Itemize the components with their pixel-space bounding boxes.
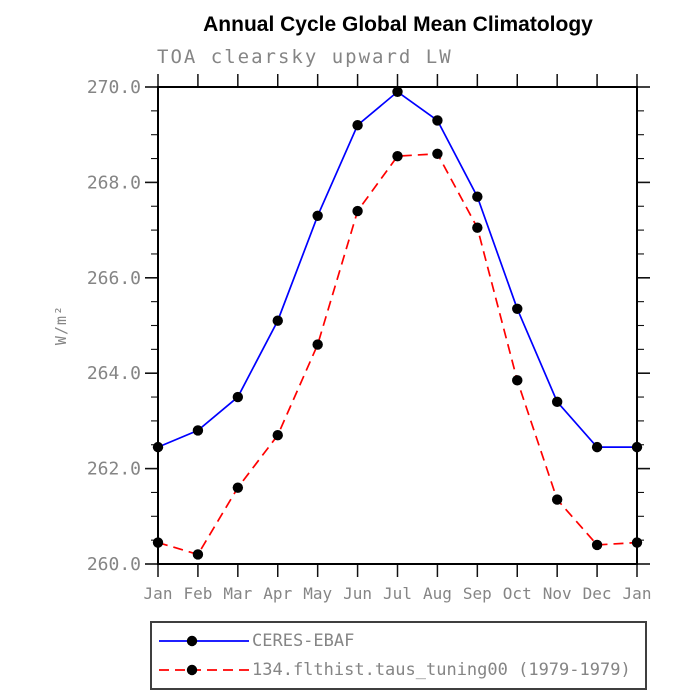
x-tick-label: Dec xyxy=(583,584,612,603)
x-tick-label: Oct xyxy=(503,584,532,603)
data-point-marker xyxy=(232,391,244,403)
data-point-marker xyxy=(591,441,603,453)
x-tick-label: Feb xyxy=(183,584,212,603)
x-axis-ticks xyxy=(157,74,638,577)
legend-line-sample-red-icon xyxy=(159,664,249,675)
x-tick-label: Jan xyxy=(623,584,652,603)
data-point-marker xyxy=(272,430,283,441)
x-tick-label: Aug xyxy=(423,584,452,603)
y-axis-ticks xyxy=(145,86,650,565)
data-point-marker xyxy=(631,441,643,453)
y-tick-label: 262.0 xyxy=(87,459,141,480)
y-tick-label: 266.0 xyxy=(87,268,141,289)
data-point-marker xyxy=(631,537,643,548)
data-point-marker xyxy=(192,425,204,436)
x-tick-label: Jun xyxy=(343,584,372,603)
data-point-marker xyxy=(551,396,563,408)
series-markers-0 xyxy=(152,86,643,453)
series-line-1 xyxy=(157,152,638,556)
data-point-marker xyxy=(152,537,164,548)
chart-title: Annual Cycle Global Mean Climatology xyxy=(203,13,593,36)
y-tick-label: 268.0 xyxy=(87,172,141,193)
data-point-marker xyxy=(312,339,323,350)
y-tick-label: 264.0 xyxy=(87,363,141,384)
legend-label: CERES-EBAF xyxy=(252,631,355,652)
legend-label: 134.flthist.taus_tuning00 (1979-1979) xyxy=(252,659,631,680)
legend: CERES-EBAF 134.flthist.taus_tuning00 (19… xyxy=(150,621,647,690)
y-tick-label: 260.0 xyxy=(87,554,141,575)
legend-sample-marker xyxy=(186,636,198,647)
data-point-marker xyxy=(232,482,244,493)
data-point-marker xyxy=(312,210,323,221)
data-point-marker xyxy=(432,115,443,126)
data-point-marker xyxy=(512,303,523,315)
data-point-marker xyxy=(472,191,483,202)
data-point-marker xyxy=(432,148,443,159)
data-point-marker xyxy=(512,375,523,386)
series-line-0 xyxy=(157,90,637,448)
x-tick-labels: Jan Feb Mar Apr May Jun Jul Aug Sep Oct Nov Dec Jan xyxy=(144,584,652,603)
legend-item-model-run: 134.flthist.taus_tuning00 (1979-1979) xyxy=(156,660,645,680)
chart-subtitle: TOA clearsky upward LW xyxy=(157,46,453,68)
x-tick-label: May xyxy=(303,584,332,603)
legend-sample-marker xyxy=(186,664,198,675)
data-point-marker xyxy=(392,86,403,97)
series-markers-1 xyxy=(152,148,643,560)
x-tick-label: Jul xyxy=(383,584,412,603)
data-point-marker xyxy=(272,315,283,326)
data-point-marker xyxy=(472,222,483,233)
data-point-marker xyxy=(352,205,363,217)
data-point-marker xyxy=(352,119,363,131)
x-tick-label: Apr xyxy=(263,584,292,603)
legend-line-sample-blue-icon xyxy=(159,636,249,647)
x-tick-label: Mar xyxy=(223,584,252,603)
x-tick-label: Sep xyxy=(463,584,492,603)
data-point-marker xyxy=(551,494,563,505)
data-point-marker xyxy=(192,549,204,560)
legend-item-ceres-ebaf: CERES-EBAF xyxy=(156,631,645,651)
x-tick-label: Nov xyxy=(543,584,572,603)
y-tick-label: 270.0 xyxy=(87,77,141,98)
data-point-marker xyxy=(392,150,403,162)
data-point-marker xyxy=(152,441,164,453)
y-tick-labels: 260.0 262.0 264.0 266.0 268.0 270.0 xyxy=(87,77,141,575)
data-point-marker xyxy=(591,539,603,551)
x-tick-label: Jan xyxy=(144,584,173,603)
